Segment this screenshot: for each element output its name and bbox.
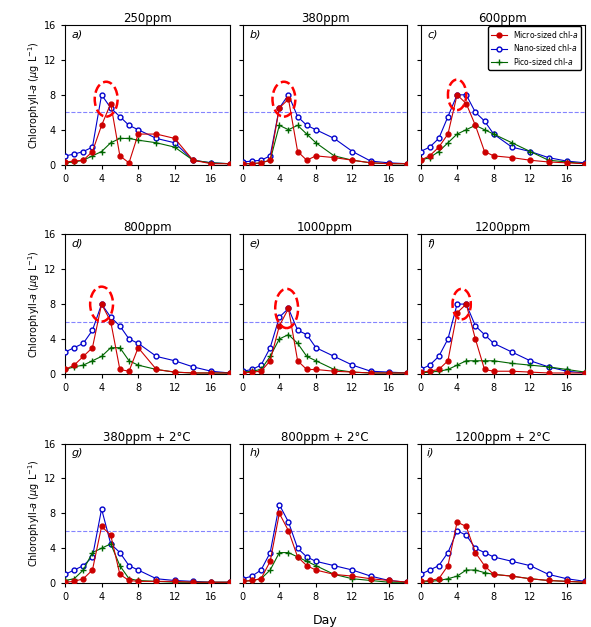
Text: b): b) [249,29,261,40]
Title: 250ppm: 250ppm [123,12,171,25]
Title: 380ppm + 2°C: 380ppm + 2°C [103,431,191,444]
Text: d): d) [72,238,83,248]
Text: a): a) [72,29,83,40]
Title: 800ppm + 2°C: 800ppm + 2°C [281,431,369,444]
Title: 800ppm: 800ppm [123,221,171,234]
Text: g): g) [72,448,83,458]
Title: 1200ppm: 1200ppm [475,221,531,234]
Text: i): i) [427,448,434,458]
Title: 600ppm: 600ppm [479,12,527,25]
Text: e): e) [249,238,261,248]
Legend: Micro-sized chl-$a$, Nano-sized chl-$a$, Pico-sized chl-$a$: Micro-sized chl-$a$, Nano-sized chl-$a$,… [488,26,582,70]
Text: Day: Day [313,614,337,627]
Text: c): c) [427,29,437,40]
Y-axis label: Chlorophyll-$a$ ($\mu$g L$^{-1}$): Chlorophyll-$a$ ($\mu$g L$^{-1}$) [27,41,42,149]
Title: 1200ppm + 2°C: 1200ppm + 2°C [455,431,550,444]
Title: 380ppm: 380ppm [301,12,349,25]
Y-axis label: Chlorophyll-$a$ ($\mu$g L$^{-1}$): Chlorophyll-$a$ ($\mu$g L$^{-1}$) [27,250,42,358]
Title: 1000ppm: 1000ppm [297,221,353,234]
Text: f): f) [427,238,436,248]
Y-axis label: Chlorophyll-$a$ ($\mu$g L$^{-1}$): Chlorophyll-$a$ ($\mu$g L$^{-1}$) [27,460,42,567]
Text: h): h) [249,448,261,458]
